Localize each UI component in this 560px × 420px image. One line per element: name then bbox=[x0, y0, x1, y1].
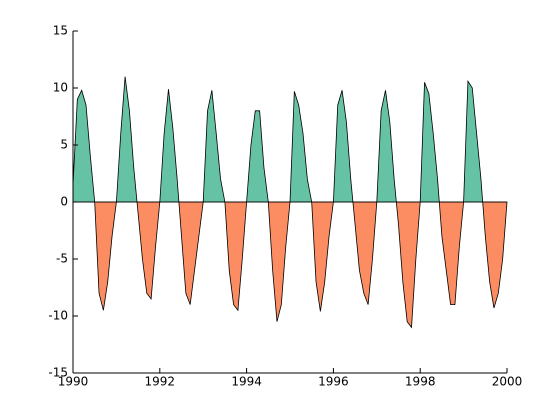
x-tick-label: 1996 bbox=[318, 375, 349, 389]
x-tick-label: 2000 bbox=[492, 375, 523, 389]
y-tick-label: -10 bbox=[48, 309, 68, 323]
area-negative bbox=[72, 202, 508, 329]
y-tick-label: 10 bbox=[53, 81, 68, 95]
area-positive bbox=[72, 76, 508, 202]
y-tick-label: -5 bbox=[56, 252, 68, 266]
y-tick-label: -15 bbox=[48, 366, 68, 380]
x-tick-label: 1998 bbox=[405, 375, 436, 389]
y-tick-label: 15 bbox=[53, 24, 68, 38]
x-tick-label: 1990 bbox=[58, 375, 89, 389]
y-tick-label: 5 bbox=[60, 138, 68, 152]
x-tick-label: 1994 bbox=[231, 375, 262, 389]
y-tick-label: 0 bbox=[60, 195, 68, 209]
x-tick-label: 1992 bbox=[145, 375, 176, 389]
